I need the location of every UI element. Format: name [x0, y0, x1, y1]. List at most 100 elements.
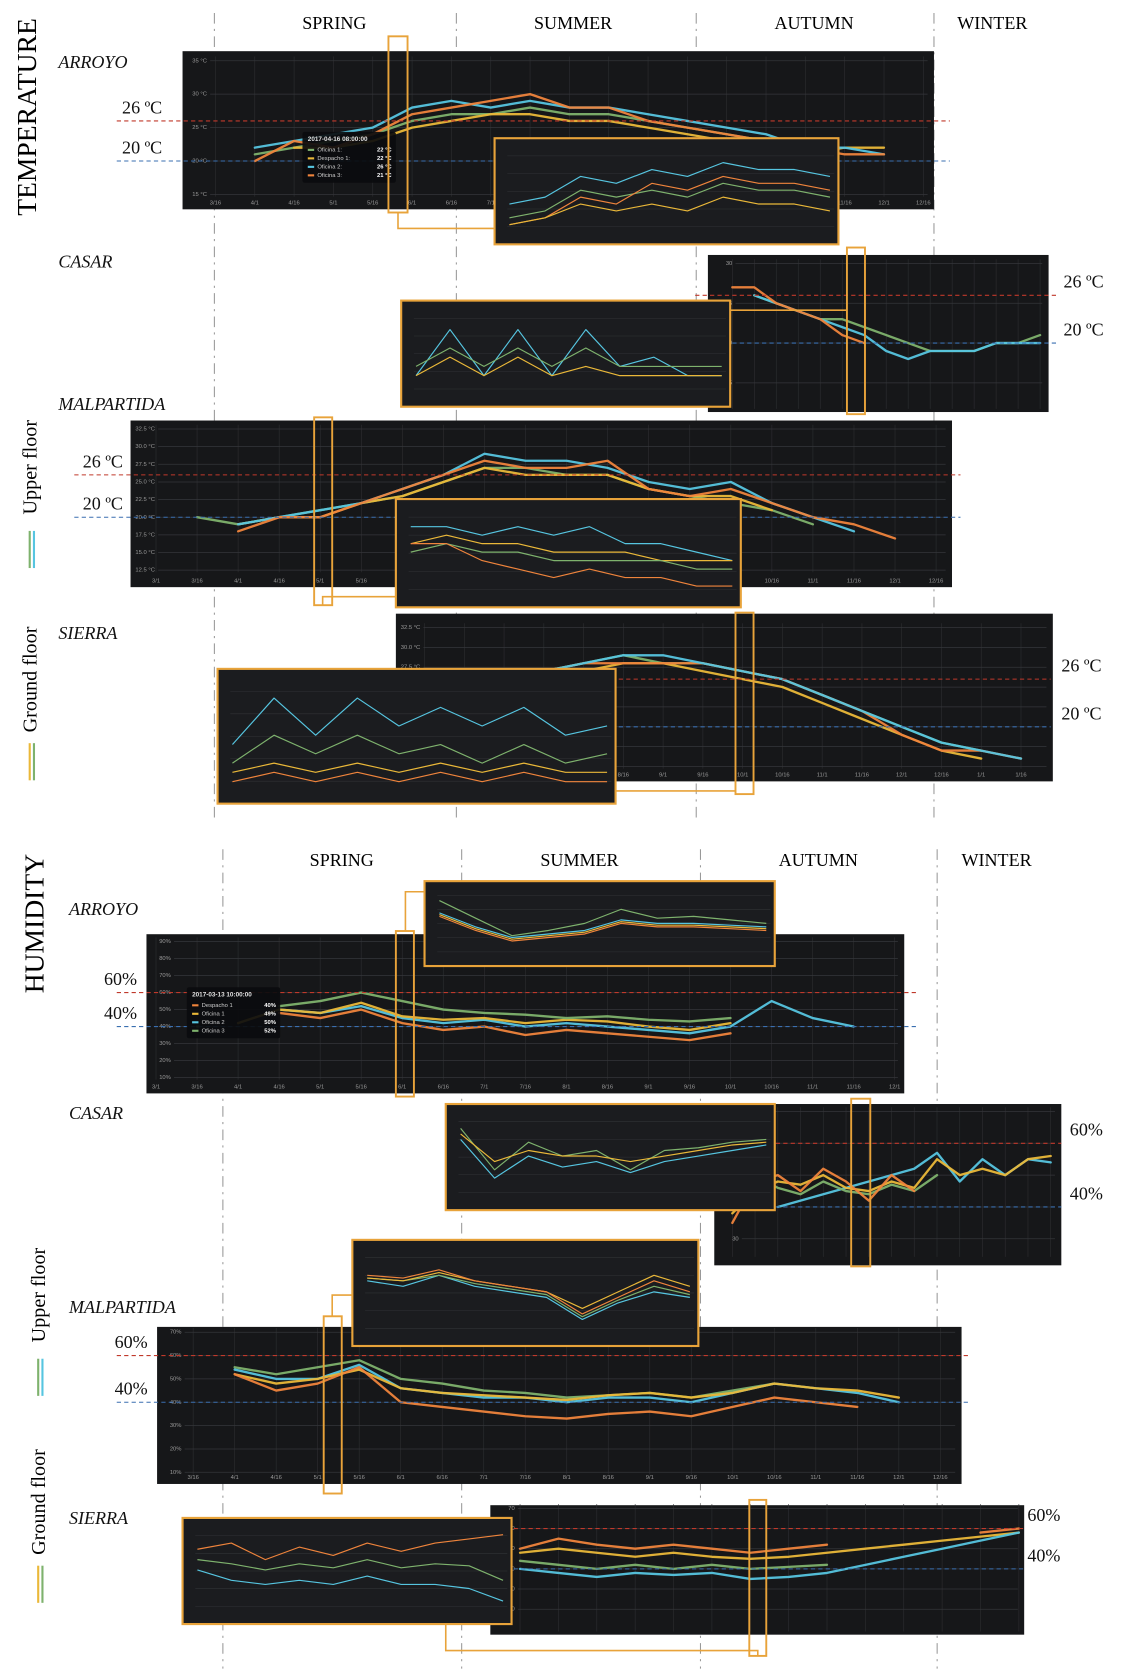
x-tick-label: 12/1: [878, 200, 889, 206]
inset-line: [367, 1274, 690, 1321]
y-tick-label: 70%: [159, 973, 171, 979]
x-tick-label: 11/16: [847, 578, 861, 584]
tooltip-value: 40%: [264, 1003, 276, 1009]
x-tick-label: 4/1: [234, 1085, 242, 1091]
x-tick-label: 5/1: [314, 1475, 322, 1481]
zoom-connector: [404, 890, 425, 932]
season-label: WINTER: [957, 13, 1027, 33]
x-tick-label: 4/1: [251, 200, 259, 206]
x-tick-label: 5/16: [356, 1085, 367, 1091]
inset-line: [439, 912, 767, 939]
y-tick-label: 17.5 °C: [135, 532, 155, 538]
season-label: SPRING: [302, 13, 366, 33]
reference-label: 20 ºC: [1063, 320, 1103, 340]
series-line: [277, 999, 855, 1035]
x-tick-label: 6/1: [397, 1475, 405, 1481]
building-name: MALPARTIDA: [57, 394, 166, 414]
tooltip-title: 2017-04-16 08:00:00: [308, 136, 368, 143]
x-tick-label: 8/1: [562, 1085, 570, 1091]
building-name: CASAR: [58, 252, 112, 272]
tooltip-title: 2017-03-13 10:00:00: [192, 991, 252, 998]
building-name: ARROYO: [57, 52, 127, 72]
y-tick-label: 12.5 °C: [135, 568, 155, 574]
x-tick-label: 9/1: [659, 773, 667, 779]
x-tick-label: 6/1: [408, 200, 416, 206]
inset-line: [197, 1569, 504, 1602]
tooltip-label: Despacho 1: [202, 1003, 233, 1009]
x-tick-label: 3/1: [152, 578, 160, 584]
x-tick-label: 3/16: [191, 1085, 202, 1091]
reference-label: 26 ºC: [83, 451, 123, 471]
inset-line: [415, 347, 722, 367]
series-line: [518, 1531, 1021, 1560]
y-tick-label: 50%: [159, 1007, 171, 1013]
y-tick-label: 20%: [170, 1446, 182, 1452]
inset-line: [439, 915, 767, 942]
y-tick-label: 25 °C: [192, 125, 207, 131]
y-tick-label: 70%: [170, 1330, 182, 1336]
series-line: [236, 452, 856, 533]
x-tick-label: 4/16: [288, 200, 299, 206]
tooltip-box: [302, 131, 396, 183]
chart-panel: [490, 1505, 1025, 1635]
floor-label: Ground floor: [19, 626, 41, 732]
x-tick-label: 3/1: [152, 1085, 160, 1091]
zoom-connector: [331, 1294, 353, 1317]
building-name: ARROYO: [68, 899, 138, 919]
x-tick-label: 12/16: [934, 773, 949, 779]
x-tick-label: 3/16: [191, 578, 202, 584]
building-name: SIERRA: [58, 623, 118, 643]
chart-panel: [707, 254, 1049, 413]
inset-line: [410, 543, 733, 570]
inset-line: [197, 1559, 504, 1581]
tooltip-value: 22 °C: [377, 147, 392, 153]
y-tick-label: 35 °C: [192, 58, 207, 64]
x-tick-label: 5/16: [356, 578, 367, 584]
season-label: SUMMER: [540, 850, 618, 870]
inset-line: [460, 1133, 767, 1163]
reference-label: 60%: [104, 969, 137, 989]
y-tick-label: 30%: [159, 1041, 171, 1047]
x-tick-label: 5/16: [354, 1475, 365, 1481]
y-tick-label: 50%: [170, 1376, 182, 1382]
series-line: [277, 1008, 732, 1042]
reference-label: 40%: [1027, 1545, 1060, 1565]
x-tick-label: 1/1: [977, 773, 985, 779]
reference-label: 60%: [115, 1332, 148, 1352]
x-tick-label: 3/16: [187, 1475, 198, 1481]
series-line: [731, 1154, 1052, 1215]
x-tick-label: 5/16: [367, 200, 378, 206]
inset-line: [232, 762, 608, 773]
reference-label: 40%: [104, 1003, 137, 1023]
y-tick-label: 60%: [159, 990, 171, 996]
tooltip-value: 21 °C: [377, 173, 392, 179]
y-tick-label: 20.0 °C: [135, 515, 155, 521]
y-tick-label: 30%: [170, 1423, 182, 1429]
building-name: CASAR: [69, 1103, 123, 1123]
inset-line: [231, 697, 608, 745]
x-tick-label: 4/16: [273, 1085, 284, 1091]
zoom-connector: [397, 212, 495, 230]
tooltip-label: Oficina 2:: [317, 164, 342, 170]
reference-label: 20 ºC: [83, 494, 123, 514]
tooltip-label: Oficina 1:: [317, 147, 342, 153]
y-tick-label: 32.5 °C: [401, 625, 421, 631]
tooltip-label: Oficina 3:: [317, 173, 342, 179]
x-tick-label: 7/1: [480, 1085, 488, 1091]
y-tick-label: 15 °C: [192, 192, 207, 198]
inset-line: [367, 1274, 690, 1318]
series-line: [731, 286, 866, 345]
x-tick-label: 4/1: [231, 1475, 239, 1481]
y-tick-label: 30: [732, 1236, 739, 1242]
y-tick-label: 30: [726, 261, 733, 267]
x-tick-label: 10/16: [775, 773, 790, 779]
x-tick-label: 6/16: [438, 1085, 449, 1091]
x-tick-label: 11/16: [855, 773, 869, 779]
x-tick-label: 11/1: [810, 1475, 821, 1481]
x-tick-label: 9/16: [686, 1475, 697, 1481]
x-tick-label: 10/16: [764, 1085, 779, 1091]
x-tick-label: 9/1: [646, 1475, 654, 1481]
x-tick-label: 6/16: [446, 200, 457, 206]
x-tick-label: 1/16: [1015, 773, 1026, 779]
x-tick-label: 11/16: [850, 1475, 864, 1481]
